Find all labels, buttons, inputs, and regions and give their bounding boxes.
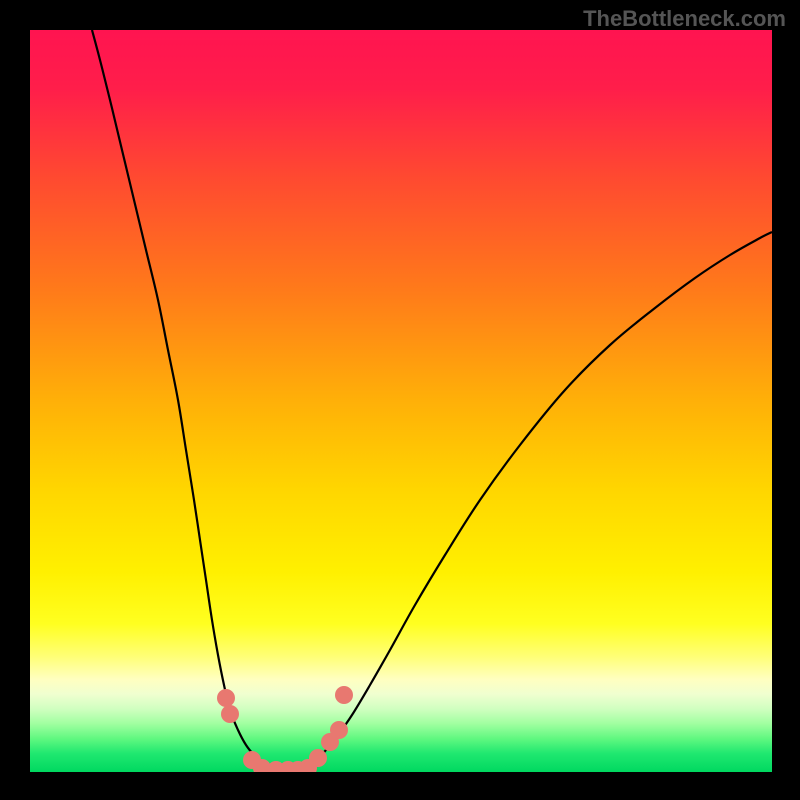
data-point bbox=[309, 749, 327, 767]
curve-left bbox=[92, 30, 292, 769]
data-point bbox=[217, 689, 235, 707]
curve-layer bbox=[30, 30, 772, 772]
curve-right bbox=[292, 232, 772, 769]
data-point bbox=[221, 705, 239, 723]
watermark-text: TheBottleneck.com bbox=[583, 6, 786, 32]
data-point bbox=[330, 721, 348, 739]
data-point bbox=[335, 686, 353, 704]
plot-area bbox=[30, 30, 772, 772]
